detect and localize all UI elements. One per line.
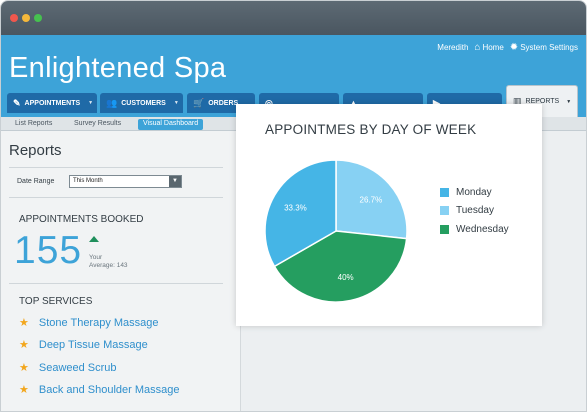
legend-label: Wednesday <box>456 223 509 235</box>
appointments-booked-label: APPOINTMENTS BOOKED <box>19 214 144 225</box>
service-item[interactable]: ★ Stone Therapy Massage <box>19 316 159 330</box>
star-icon: ★ <box>19 362 29 374</box>
pie-label-wednesday: 40% <box>338 273 354 282</box>
sidebar-title: Reports <box>9 142 62 159</box>
subnav-survey-results[interactable]: Survey Results <box>74 120 122 127</box>
top-services-label: TOP SERVICES <box>19 296 93 307</box>
gear-icon: ✹ <box>509 42 519 53</box>
divider <box>9 197 223 198</box>
window-titlebar <box>1 1 586 35</box>
chart-title: APPOINTMES BY DAY OF WEEK <box>265 122 477 137</box>
legend-label: Monday <box>456 186 492 198</box>
service-item[interactable]: ★ Seaweed Scrub <box>19 361 117 375</box>
subnav-list-reports[interactable]: List Reports <box>15 120 53 127</box>
legend-item-wednesday: Wednesday <box>440 220 509 239</box>
date-range-select[interactable]: This Month ▼ <box>69 175 182 188</box>
caret-down-icon: ▼ <box>173 100 179 106</box>
service-label: Seaweed Scrub <box>38 361 117 374</box>
pie-label-tuesday: 26.7% <box>360 196 383 205</box>
star-icon: ★ <box>19 317 29 329</box>
divider <box>9 283 223 284</box>
star-icon: ★ <box>19 339 29 351</box>
legend-swatch <box>440 224 449 234</box>
average-label: Average: 143 <box>89 262 128 269</box>
minimize-window-button[interactable] <box>22 14 30 22</box>
system-settings-link[interactable]: ✹ System Settings <box>510 42 578 53</box>
legend-swatch <box>440 206 449 216</box>
user-name-link[interactable]: Meredith <box>437 43 469 52</box>
people-icon: 👥 <box>106 97 118 108</box>
service-item[interactable]: ★ Back and Shoulder Massage <box>19 383 180 397</box>
tab-customers[interactable]: 👥 CUSTOMERS ▼ <box>100 93 183 113</box>
tab-appointments[interactable]: ✎ APPOINTMENTS ▼ <box>7 93 97 113</box>
service-label: Deep Tissue Massage <box>38 338 148 351</box>
your-label: Your <box>89 254 103 261</box>
pie-label-monday: 33.3% <box>284 204 307 213</box>
caret-down-icon: ▼ <box>566 98 572 105</box>
close-window-button[interactable] <box>10 14 18 22</box>
user-links: Meredith ⌂ Home ✹ System Settings <box>437 42 578 53</box>
legend-item-monday: Monday <box>440 183 509 202</box>
home-icon: ⌂ <box>474 42 481 53</box>
globe-icon: ◎ <box>265 97 273 108</box>
pie-chart: 26.7% 40% 33.3% <box>264 159 408 303</box>
appointments-booked-value: 155 <box>14 229 83 272</box>
divider <box>9 167 223 168</box>
date-range-label: Date Range <box>17 178 55 185</box>
pie-slice-monday[interactable] <box>264 159 337 268</box>
service-item[interactable]: ★ Deep Tissue Massage <box>19 338 148 352</box>
home-link[interactable]: ⌂ Home <box>474 42 503 53</box>
date-range-value: This Month <box>73 178 103 184</box>
chart-icon: ▲ <box>349 98 358 108</box>
pie-chart-card: APPOINTMES BY DAY OF WEEK 26.7% 40% 33.3% … <box>236 104 542 326</box>
tab-reports[interactable]: ▥ REPORTS ▼ <box>506 85 578 117</box>
chart-legend: Monday Tuesday Wednesday <box>440 183 509 239</box>
service-label: Stone Therapy Massage <box>38 316 159 329</box>
star-icon: ★ <box>19 384 29 396</box>
reports-sidebar: Reports Date Range This Month ▼ APPOINTM… <box>1 131 241 411</box>
home-label: Home <box>482 43 504 52</box>
forward-icon: ▶ <box>433 97 440 108</box>
pencil-icon: ✎ <box>13 97 21 108</box>
maximize-window-button[interactable] <box>34 14 42 22</box>
legend-item-tuesday: Tuesday <box>440 202 509 221</box>
chevron-down-icon: ▼ <box>169 176 181 187</box>
caret-down-icon: ▼ <box>88 100 94 106</box>
cart-icon: 🛒 <box>193 97 205 108</box>
tab-reports-label: REPORTS <box>525 98 560 105</box>
subnav-visual-dashboard[interactable]: Visual Dashboard <box>138 119 204 130</box>
tab-customers-label: CUSTOMERS <box>121 99 166 107</box>
pie-slice-wednesday[interactable] <box>273 230 408 303</box>
system-settings-label: System Settings <box>520 43 578 52</box>
tab-orders-label: ORDERS <box>208 99 239 107</box>
legend-label: Tuesday <box>456 205 494 217</box>
pie-slice-tuesday[interactable] <box>335 159 408 240</box>
service-label: Back and Shoulder Massage <box>38 383 180 396</box>
tab-appointments-label: APPOINTMENTS <box>24 99 81 107</box>
brand-title: Enlightened Spa <box>9 52 227 84</box>
trend-up-icon <box>89 236 99 242</box>
legend-swatch <box>440 187 449 197</box>
bar-chart-icon: ▥ <box>513 96 522 106</box>
